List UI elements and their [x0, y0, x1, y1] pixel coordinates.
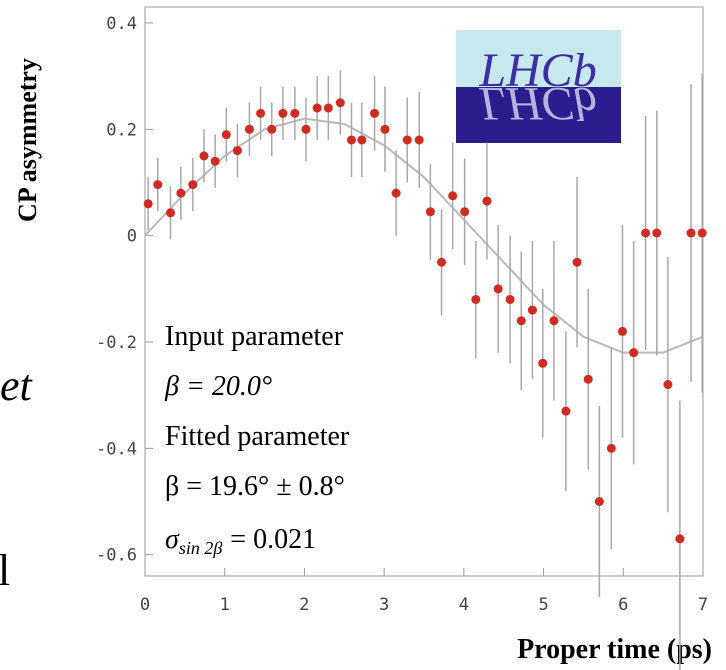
- data-point: [686, 228, 696, 238]
- data-point: [516, 316, 526, 326]
- data-point: [471, 294, 481, 304]
- data-point: [199, 151, 209, 161]
- x-tick-label: 3: [379, 595, 389, 615]
- data-point: [357, 135, 367, 145]
- data-point: [312, 103, 322, 113]
- data-point: [663, 380, 673, 390]
- data-point: [583, 374, 593, 384]
- annotation: Fitted parameter: [165, 421, 350, 452]
- data-point: [697, 228, 707, 238]
- x-axis-label: Proper time (ps): [517, 634, 712, 665]
- data-point: [493, 284, 503, 294]
- data-point: [414, 135, 424, 145]
- data-point: [572, 257, 582, 267]
- data-point: [244, 124, 254, 134]
- sigma-subscript: sin 2β: [179, 538, 223, 558]
- data-point: [166, 208, 176, 218]
- data-point: [549, 316, 559, 326]
- logo: LHCb LHCb: [456, 30, 621, 143]
- fit-curve: [144, 117, 704, 354]
- logo-reflection: LHCb: [478, 77, 596, 130]
- slide-fragment: l: [0, 546, 10, 595]
- data-point: [402, 135, 412, 145]
- data-point: [437, 257, 447, 267]
- annotation: Input parameter: [165, 321, 344, 352]
- slide-fragment: et: [0, 361, 34, 410]
- data-point: [143, 199, 153, 209]
- data-point: [278, 108, 288, 118]
- logo-text: LHCb: [478, 44, 596, 97]
- data-point: [370, 108, 380, 118]
- data-point: [527, 305, 537, 315]
- data-point: [380, 124, 390, 134]
- x-tick-label: 6: [618, 595, 628, 615]
- data-point: [188, 180, 198, 190]
- annotation: β = 19.6° ± 0.8°: [165, 471, 345, 502]
- x-tick-label: 4: [459, 595, 469, 615]
- sigma-label: σsin 2β = 0.021: [165, 524, 316, 558]
- data-point: [335, 98, 345, 108]
- x-tick-label: 5: [538, 595, 548, 615]
- y-tick-label: -0.2: [96, 333, 137, 353]
- annotation: β = 20.0°: [164, 371, 272, 402]
- y-tick-label: -0.6: [96, 546, 137, 566]
- data-point: [617, 326, 627, 336]
- data-point: [232, 146, 242, 156]
- data-point: [652, 228, 662, 238]
- data-point: [221, 130, 231, 140]
- y-tick-label: 0.2: [106, 120, 137, 140]
- y-axis-label: CP asymmetry: [13, 58, 42, 222]
- data-point: [290, 108, 300, 118]
- data-point: [538, 358, 548, 368]
- data-point: [505, 294, 515, 304]
- x-tick-label: 0: [140, 595, 150, 615]
- x-tick-label: 7: [698, 595, 708, 615]
- data-point: [323, 103, 333, 113]
- data-point: [482, 196, 492, 206]
- data-point: [561, 406, 571, 416]
- logo-bottom: [456, 87, 621, 143]
- y-tick-label: -0.4: [96, 439, 137, 459]
- y-tick-label: 0.4: [106, 14, 137, 34]
- data-point: [267, 124, 277, 134]
- sigma-symbol: σ: [165, 524, 180, 555]
- data-point: [176, 188, 186, 198]
- logo-top: [456, 30, 621, 87]
- data-point: [641, 228, 651, 238]
- data-point: [594, 497, 604, 507]
- data-point: [606, 443, 616, 453]
- data-point: [425, 207, 435, 217]
- data-point: [210, 156, 220, 166]
- data-point: [346, 135, 356, 145]
- data-point: [153, 180, 163, 190]
- data-point: [629, 348, 639, 358]
- data-point: [301, 124, 311, 134]
- data-point: [448, 191, 458, 201]
- x-tick-label: 2: [299, 595, 309, 615]
- x-tick-label: 1: [220, 595, 230, 615]
- data-point: [256, 108, 266, 118]
- data-point: [460, 207, 470, 217]
- plot-frame: [144, 6, 704, 577]
- y-tick-label: 0: [127, 227, 137, 247]
- sigma-value: = 0.021: [230, 524, 316, 555]
- data-point: [391, 188, 401, 198]
- data-point: [675, 534, 685, 544]
